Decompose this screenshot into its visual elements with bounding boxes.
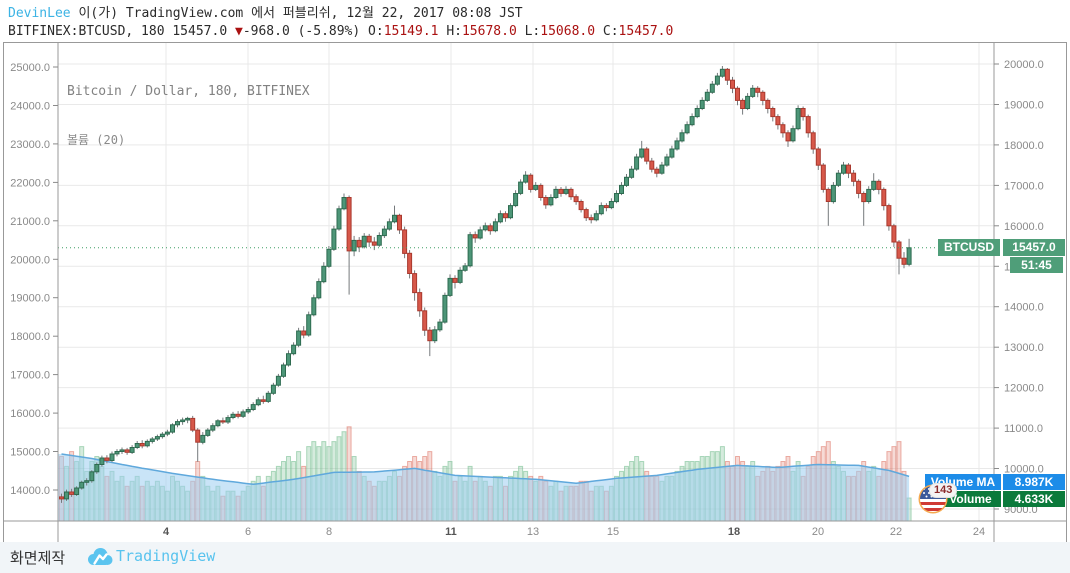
volume-ma-line	[61, 453, 910, 486]
open-label: O:	[368, 24, 384, 39]
volume-ma-area	[58, 454, 910, 521]
publish-text: 이(가) TradingView.com 에서 퍼블리쉬, 12월 22, 20…	[70, 6, 523, 21]
svg-text:16000.0: 16000.0	[10, 408, 50, 420]
svg-text:10000.0: 10000.0	[1004, 464, 1044, 476]
svg-text:9000.0: 9000.0	[1004, 504, 1038, 516]
axis-frame	[4, 43, 1066, 542]
svg-text:17000.0: 17000.0	[1004, 180, 1044, 192]
legend-volume: 볼륨 (20)	[67, 133, 126, 147]
svg-text:23000.0: 23000.0	[10, 139, 50, 151]
svg-text:25000.0: 25000.0	[10, 62, 50, 74]
svg-text:15: 15	[607, 526, 619, 538]
svg-text:21000.0: 21000.0	[10, 216, 50, 228]
candles-layer	[59, 66, 912, 503]
publish-header: DevinLee 이(가) TradingView.com 에서 퍼블리쉬, 1…	[8, 5, 523, 23]
svg-text:11: 11	[445, 526, 457, 538]
svg-text:6: 6	[245, 526, 251, 538]
svg-text:19000.0: 19000.0	[1004, 100, 1044, 112]
high-label: H:	[438, 24, 462, 39]
svg-text:18: 18	[728, 526, 740, 538]
symbol-price-tag: BTCUSD	[938, 239, 1000, 256]
svg-text:14000.0: 14000.0	[10, 485, 50, 497]
bar-countdown: 51:45	[1010, 257, 1063, 273]
svg-text:12000.0: 12000.0	[1004, 383, 1044, 395]
low-label: L:	[516, 24, 541, 39]
svg-text:4: 4	[163, 526, 170, 538]
svg-text:13: 13	[527, 526, 539, 538]
close-value: 15457.0	[618, 24, 674, 39]
svg-text:8: 8	[326, 526, 332, 538]
svg-text:15000.0: 15000.0	[10, 447, 50, 459]
svg-text:14000.0: 14000.0	[1004, 302, 1044, 314]
open-value: 15149.1	[383, 24, 439, 39]
grid-vertical	[165, 43, 980, 521]
chart-widget: 25000.0 24000.0 23000.0 22000.0 21000.0 20000…	[3, 42, 1067, 543]
svg-text:18000.0: 18000.0	[1004, 140, 1044, 152]
svg-text:24: 24	[973, 526, 985, 538]
svg-text:22000.0: 22000.0	[10, 177, 50, 189]
svg-text:13000.0: 13000.0	[1004, 342, 1044, 354]
high-value: 15678.0	[461, 24, 517, 39]
reaction-count-badge[interactable]: 143	[929, 483, 958, 498]
left-price-axis[interactable]: 25000.0 24000.0 23000.0 22000.0 21000.0 20000…	[10, 62, 58, 497]
username-link[interactable]: DevinLee	[8, 6, 71, 21]
tradingview-logo-icon[interactable]	[86, 545, 113, 569]
close-label: C:	[595, 24, 619, 39]
footer-caption: 화면제작	[10, 549, 66, 567]
footer: 화면제작 TradingView	[0, 542, 1070, 573]
legend-title: Bitcoin / Dollar, 180, BITFINEX	[67, 84, 310, 99]
direction-arrow-icon: ▼	[234, 24, 243, 39]
chart-legend[interactable]: Bitcoin / Dollar, 180, BITFINEX 볼륨 (20)	[67, 52, 310, 180]
svg-text:20000.0: 20000.0	[1004, 59, 1044, 71]
chart-canvas[interactable]: 25000.0 24000.0 23000.0 22000.0 21000.0 20000…	[4, 43, 1066, 542]
symbol-ohlc-line: BITFINEX:BTCUSD, 180 15457.0 ▼-968.0 (-5…	[8, 23, 673, 41]
tradingview-brand-link[interactable]: TradingView	[116, 547, 216, 565]
svg-text:11000.0: 11000.0	[1004, 423, 1043, 435]
svg-text:16000.0: 16000.0	[1004, 221, 1044, 233]
right-price-axis[interactable]: 20000.019000.018000.017000.016000.015000…	[994, 59, 1044, 516]
svg-text:17000.0: 17000.0	[10, 370, 50, 382]
svg-text:22: 22	[890, 526, 902, 538]
svg-text:19000.0: 19000.0	[10, 293, 50, 305]
volume-ma-value: 8.987K	[1003, 474, 1065, 490]
low-value: 15068.0	[540, 24, 596, 39]
svg-text:18000.0: 18000.0	[10, 331, 50, 343]
volume-value: 4.633K	[1003, 491, 1065, 507]
time-axis[interactable]: 4 6 8 11 13 15 18 20 22 24	[163, 526, 985, 538]
last-price-label: 15457.0	[1003, 239, 1065, 256]
svg-text:24000.0: 24000.0	[10, 101, 50, 113]
symbol-text: BITFINEX:BTCUSD, 180 15457.0	[8, 24, 235, 39]
change-text: -968.0 (-5.89%)	[242, 24, 369, 39]
svg-text:20: 20	[812, 526, 824, 538]
svg-text:20000.0: 20000.0	[10, 254, 50, 266]
